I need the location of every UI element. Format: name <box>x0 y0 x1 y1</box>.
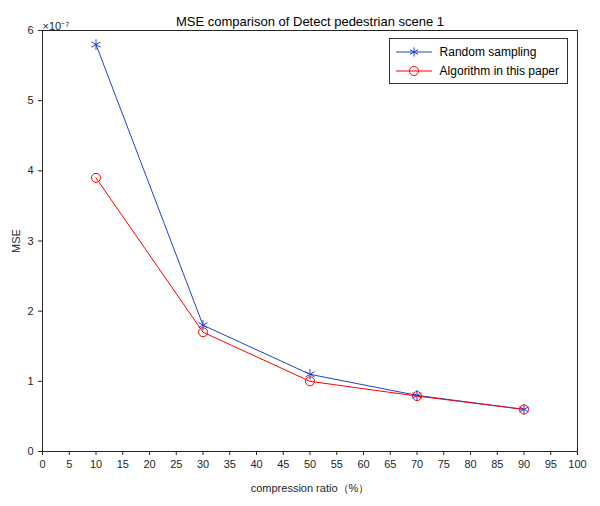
svg-text:3: 3 <box>27 235 33 247</box>
svg-text:6: 6 <box>27 24 33 36</box>
svg-text:100: 100 <box>568 458 586 470</box>
svg-text:75: 75 <box>438 458 450 470</box>
svg-text:×10⁻⁷: ×10⁻⁷ <box>43 20 70 32</box>
svg-text:0: 0 <box>39 458 45 470</box>
svg-text:10: 10 <box>90 458 102 470</box>
svg-text:5: 5 <box>27 94 33 106</box>
svg-text:30: 30 <box>197 458 209 470</box>
svg-text:compression ratio（%）: compression ratio（%） <box>251 482 370 494</box>
svg-text:85: 85 <box>491 458 503 470</box>
svg-text:15: 15 <box>117 458 129 470</box>
svg-text:80: 80 <box>464 458 476 470</box>
svg-text:5: 5 <box>66 458 72 470</box>
svg-text:50: 50 <box>304 458 316 470</box>
svg-text:20: 20 <box>143 458 155 470</box>
svg-text:MSE comparison of Detect pedes: MSE comparison of Detect pedestrian scen… <box>176 14 444 29</box>
svg-text:60: 60 <box>357 458 369 470</box>
svg-text:MSE: MSE <box>10 229 22 253</box>
svg-text:25: 25 <box>170 458 182 470</box>
html-text:Random sampling: Random sampling <box>439 44 537 59</box>
svg-text:35: 35 <box>224 458 236 470</box>
svg-text:90: 90 <box>518 458 530 470</box>
svg-text:65: 65 <box>384 458 396 470</box>
svg-text:0: 0 <box>27 445 33 457</box>
svg-text:4: 4 <box>27 164 33 176</box>
svg-text:95: 95 <box>545 458 557 470</box>
svg-text:45: 45 <box>277 458 289 470</box>
svg-text:70: 70 <box>411 458 423 470</box>
svg-text:55: 55 <box>331 458 343 470</box>
svg-text:2: 2 <box>27 305 33 317</box>
svg-text:1: 1 <box>27 375 33 387</box>
svg-text:40: 40 <box>250 458 262 470</box>
html-text:Algorithm in this paper: Algorithm in this paper <box>439 63 559 78</box>
